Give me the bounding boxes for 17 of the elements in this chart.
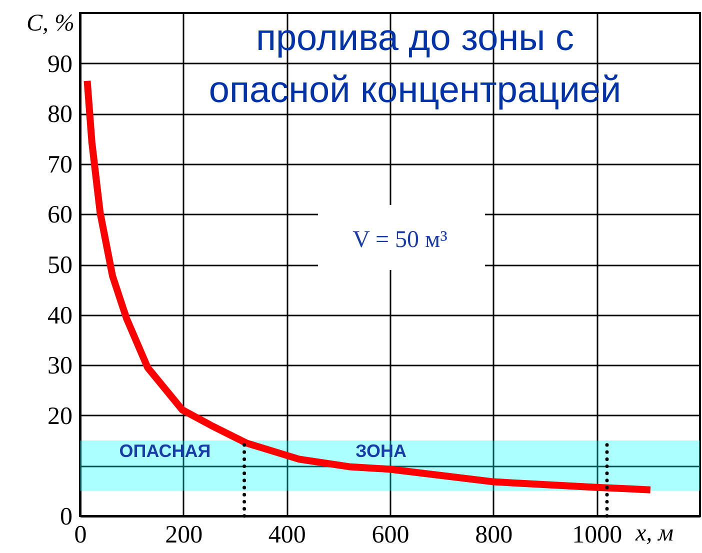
x-axis-title: x, м xyxy=(634,520,674,546)
x-tick-label: 600 xyxy=(372,522,410,548)
x-tick-label: 800 xyxy=(475,522,513,548)
y-tick-label: 0 xyxy=(60,504,72,530)
y-tick-label: 70 xyxy=(48,151,72,178)
y-tick-label: 20 xyxy=(48,402,72,430)
y-tick-label: 50 xyxy=(48,252,72,279)
y-tick-label: 40 xyxy=(48,302,72,330)
y-tick-label: 90 xyxy=(48,50,72,78)
x-tick-label: 400 xyxy=(268,522,306,548)
annotation: V = 50 м³ xyxy=(352,227,448,253)
y-tick-label: 30 xyxy=(48,352,72,380)
y-axis-title: C, % xyxy=(26,10,74,36)
y-tick-label: 60 xyxy=(48,202,72,229)
y-tick-label: 80 xyxy=(48,101,72,128)
x-tick-label: 1000 xyxy=(572,522,622,548)
x-tick-label: 200 xyxy=(165,522,203,548)
